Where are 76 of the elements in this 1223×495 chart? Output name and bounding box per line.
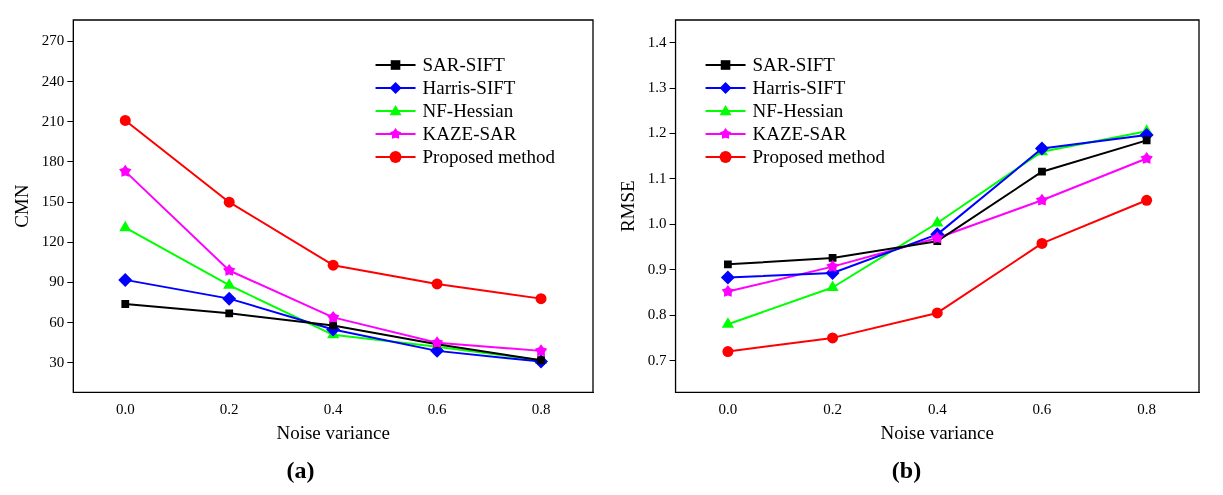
legend-label: Proposed method (752, 145, 886, 167)
point (1140, 152, 1153, 164)
point (329, 321, 338, 330)
point (119, 220, 132, 232)
point (826, 280, 839, 291)
point (931, 216, 944, 227)
point (223, 196, 235, 208)
y-tick-label: 1.2 (647, 124, 667, 141)
point (724, 260, 732, 269)
x-tick-label: 0.8 (1137, 401, 1157, 418)
point (1035, 193, 1049, 206)
legend-label: SAR-SIFT (752, 53, 836, 75)
legend-label: NF-Hessian (752, 99, 844, 121)
point (119, 164, 132, 177)
text: (a) (286, 456, 315, 483)
legend-label: KAZE-SAR (752, 122, 847, 144)
y-tick-label: 0.9 (647, 260, 667, 277)
legend-label: Harris-SIFT (422, 76, 516, 98)
x-axis-title: Noise variance (276, 421, 390, 443)
y-tick-label: 1.0 (647, 215, 667, 232)
legend-label: SAR-SIFT (422, 53, 506, 75)
x-tick-label: 0.0 (718, 401, 738, 418)
point (1142, 136, 1151, 145)
point (720, 270, 735, 285)
y-tick-label: 150 (41, 193, 65, 210)
point (121, 300, 130, 308)
point (225, 309, 234, 318)
y-tick-label: 30 (49, 353, 65, 370)
x-tick-label: 0.2 (823, 401, 842, 418)
y-tick-label: 60 (49, 313, 65, 330)
point (119, 114, 131, 126)
y-tick-label: 210 (41, 112, 65, 129)
point (826, 260, 839, 272)
point (1141, 194, 1153, 206)
y-tick-label: 90 (49, 273, 65, 290)
x-tick-label: 0.6 (1032, 401, 1052, 418)
x-tick-label: 0.4 (323, 401, 344, 418)
point (931, 231, 944, 244)
y-tick-label: 0.8 (647, 306, 667, 323)
y-tick-label: 1.3 (647, 79, 667, 96)
point (327, 259, 339, 271)
point (721, 317, 734, 328)
legend-label: KAZE-SAR (422, 122, 517, 144)
point (326, 310, 340, 323)
point (827, 332, 839, 344)
text: (b) (891, 456, 922, 483)
point (722, 346, 734, 358)
x-tick-label: 0.2 (219, 401, 239, 418)
point (534, 344, 548, 357)
point (1038, 167, 1046, 176)
point (535, 293, 547, 305)
y-tick-label: 240 (41, 72, 65, 89)
point (931, 307, 943, 319)
point (431, 278, 443, 290)
y-tick-label: 270 (41, 32, 65, 49)
y-axis-title: CMN (11, 184, 33, 228)
point (223, 264, 236, 276)
x-axis-title: Noise variance (880, 421, 994, 443)
point (222, 291, 237, 306)
y-tick-label: 0.7 (647, 351, 668, 368)
legend-label: Harris-SIFT (752, 76, 846, 98)
x-tick-label: 0.8 (531, 401, 551, 418)
point (223, 278, 236, 289)
y-tick-label: 1.1 (647, 169, 667, 186)
y-axis-title: RMSE (617, 180, 639, 233)
x-tick-label: 0.4 (927, 401, 948, 418)
point (721, 285, 735, 297)
x-tick-label: 0.6 (427, 401, 447, 418)
y-tick-label: 120 (41, 233, 65, 250)
legend-label: Proposed method (422, 145, 556, 167)
legend-label: NF-Hessian (422, 99, 514, 121)
y-tick-label: 180 (41, 152, 65, 169)
point (118, 272, 133, 287)
point (1036, 237, 1048, 249)
x-tick-label: 0.0 (115, 401, 135, 418)
y-tick-label: 1.4 (647, 33, 668, 50)
